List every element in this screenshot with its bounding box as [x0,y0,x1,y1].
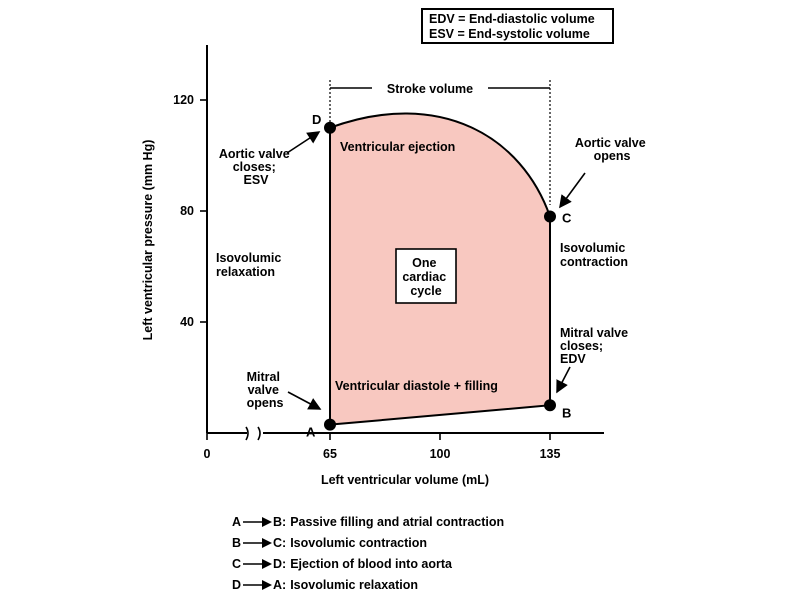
x-tick-label: 100 [430,447,451,461]
aortic-valve-closes-arrow [286,131,321,154]
right-arrow-icon [243,579,272,590]
point-d [324,121,336,134]
point-label-b: B [562,405,571,420]
point-b [544,399,556,412]
point-label-a: A [306,425,316,440]
y-axis-label: Left ventricular pressure (mm Hg) [141,140,155,341]
axis-break-icon [245,426,261,441]
y-tick-label: 120 [173,93,194,107]
y-tick-label: 80 [180,204,194,218]
point-c [544,210,556,223]
step-to: A [273,578,286,592]
step-description: Passive filling and atrial contraction [290,514,505,529]
x-axis-ticks: 0 65 100 135 [204,433,561,461]
mitral-valve-closes-arrow [556,366,571,394]
point-label-d: D [312,112,321,127]
y-axis-ticks: 40 80 120 [173,93,207,329]
mitral-valve-opens-label: Mitral valve opens [247,370,284,410]
aortic-valve-opens-label: Aortic valve opens [575,136,649,163]
legend-esv: ESV = End-systolic volume [429,27,590,41]
step-b-to-c: B C Isovolumic contraction [232,532,504,553]
abbreviation-legend: EDV = End-diastolic volume ESV = End-sys… [421,8,614,44]
aortic-valve-opens-arrow [559,172,586,209]
step-from: A [232,514,242,529]
isovolumic-contraction-label: Isovolumic contraction [560,241,629,269]
x-tick-label: 65 [323,447,337,461]
one-cardiac-cycle-box [395,248,457,304]
legend-edv: EDV = End-diastolic volume [429,12,595,26]
step-from: B [232,535,242,550]
step-to: C [273,536,286,550]
ventricular-ejection-label: Ventricular ejection [340,140,455,154]
step-a-to-b: A B Passive filling and atrial contracti… [232,511,504,532]
step-to: D [273,557,286,571]
right-arrow-icon [243,537,272,548]
point-label-c: C [562,211,572,226]
right-arrow-icon [243,516,272,527]
point-a [324,418,336,431]
mitral-valve-closes-label: Mitral valve closes; EDV [560,326,632,366]
isovolumic-relaxation-label: Isovolumic relaxation [216,251,285,279]
ventricular-diastole-label: Ventricular diastole + filling [335,379,498,393]
step-description: Isovolumic contraction [290,535,428,550]
right-arrow-icon [243,558,272,569]
mitral-valve-opens-arrow [287,391,322,410]
aortic-valve-closes-label: Aortic valve closes; ESV [219,147,293,187]
cycle-steps-list: A B Passive filling and atrial contracti… [232,511,504,595]
x-tick-label: 0 [204,447,211,461]
step-from: C [232,556,242,571]
y-tick-label: 40 [180,315,194,329]
x-tick-label: 135 [540,447,561,461]
step-from: D [232,577,242,592]
loop-points: A B C D [306,112,572,440]
step-description: Isovolumic relaxation [290,577,419,592]
step-to: B [273,515,286,529]
step-d-to-a: D A Isovolumic relaxation [232,574,504,595]
step-description: Ejection of blood into aorta [290,556,453,571]
step-c-to-d: C D Ejection of blood into aorta [232,553,504,574]
stroke-volume-label: Stroke volume [387,82,473,96]
one-cardiac-cycle-label: One cardiac cycle [402,256,449,298]
x-axis-label: Left ventricular volume (mL) [321,473,489,487]
